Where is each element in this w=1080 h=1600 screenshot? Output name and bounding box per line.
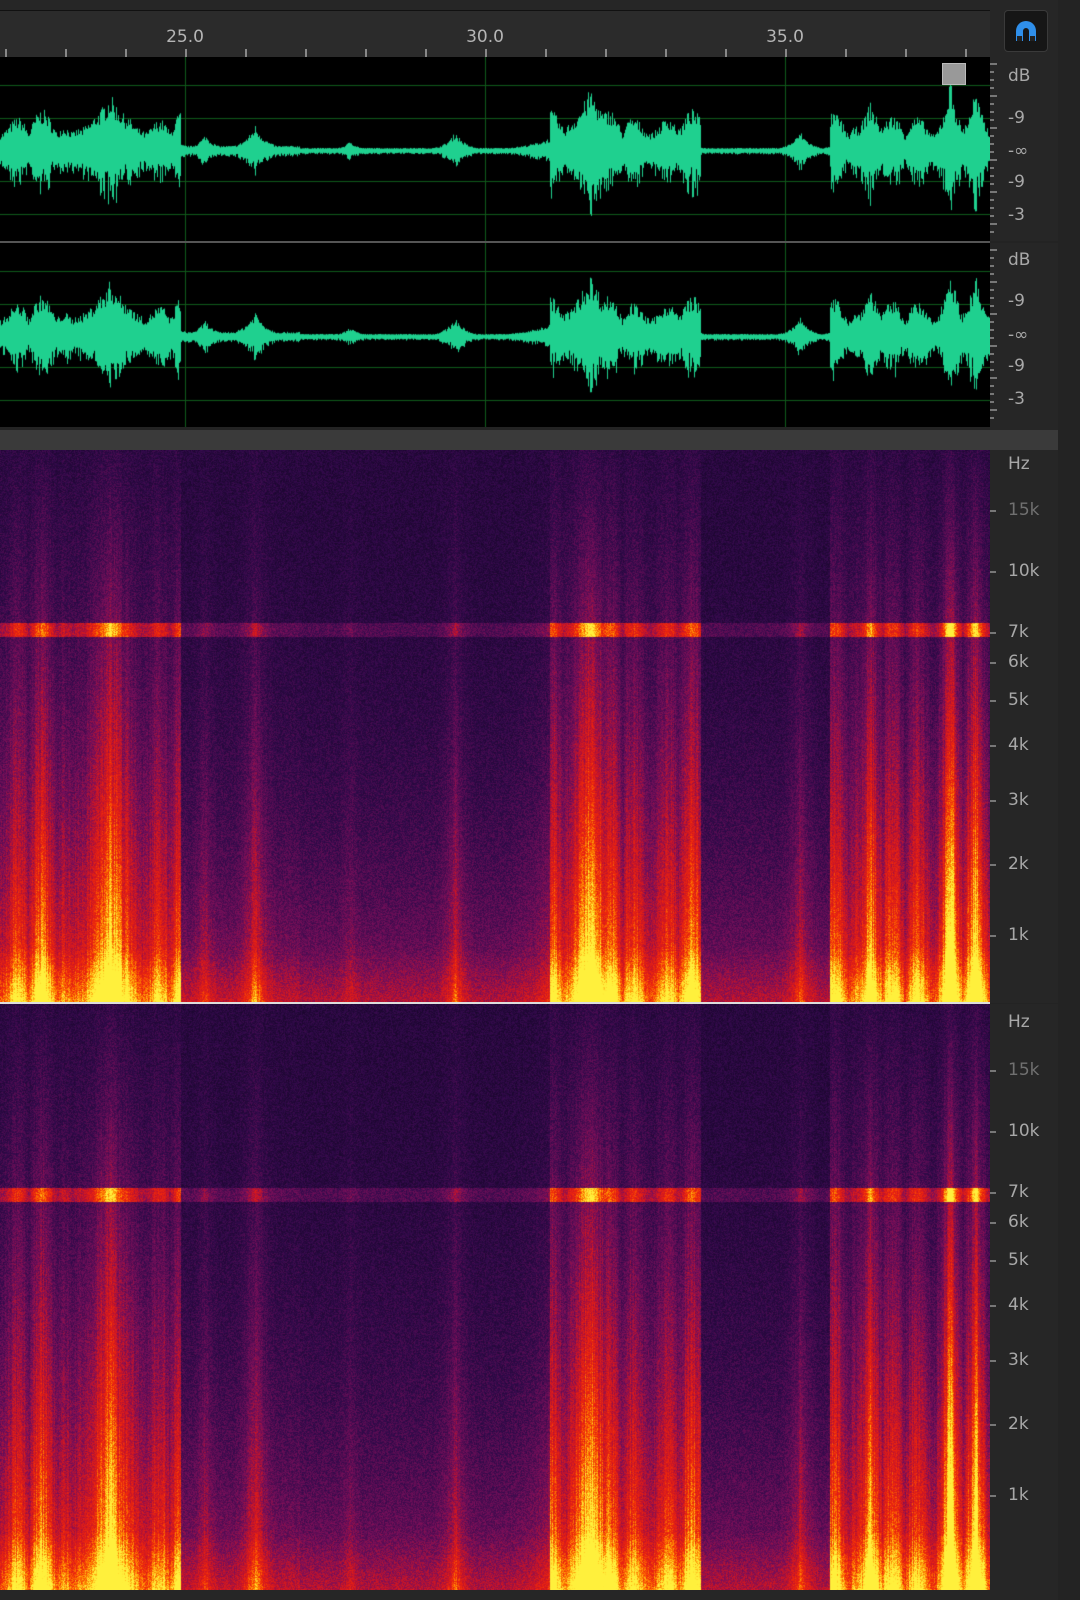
scale-unit: dB: [1008, 250, 1031, 270]
ruler-tick: [365, 49, 367, 57]
channel-divider: [0, 1002, 990, 1004]
scale-unit: Hz: [1008, 1012, 1030, 1032]
scale-label: -9: [1008, 291, 1025, 311]
frequency-label: 15k: [1008, 1060, 1040, 1080]
ruler-tick: [485, 49, 487, 57]
frequency-label: 3k: [1008, 790, 1029, 810]
time-ruler[interactable]: 25.0 30.0 35.0: [0, 0, 1058, 57]
frequency-label: 10k: [1008, 561, 1040, 581]
scale-label: -3: [1008, 205, 1025, 225]
frequency-scale-right: Hz 15k 10k 7k 6k 5k 4k 3k 2k 1k: [990, 1004, 1058, 1590]
ruler-tick: [605, 49, 607, 57]
ruler-tick: [845, 49, 847, 57]
ruler-tick: [545, 49, 547, 57]
frequency-label: 15k: [1008, 500, 1040, 520]
ruler-tick: [185, 49, 187, 57]
spectrogram-channel-left[interactable]: [0, 450, 990, 1002]
ruler-label: 25.0: [166, 27, 204, 47]
frequency-label: 4k: [1008, 1295, 1029, 1315]
frequency-label: 1k: [1008, 925, 1029, 945]
scale-unit: dB: [1008, 66, 1031, 86]
scale-label: -∞: [1008, 325, 1029, 345]
ruler-tick: [785, 49, 787, 57]
frequency-scale-left: Hz 15k 10k 7k 6k 5k 4k 3k 2k 1k: [990, 450, 1058, 1003]
ruler-label: 30.0: [466, 27, 504, 47]
time-ruler-track[interactable]: 25.0 30.0 35.0: [0, 10, 990, 57]
frequency-label: 7k: [1008, 1182, 1029, 1202]
waveform-channel-right[interactable]: [0, 243, 990, 427]
scale-label: -9: [1008, 172, 1025, 192]
snap-button[interactable]: [1004, 10, 1048, 52]
frequency-label: 10k: [1008, 1121, 1040, 1141]
ruler-tick: [965, 49, 967, 57]
ruler-label: 35.0: [766, 27, 804, 47]
ruler-tick: [305, 49, 307, 57]
ruler-tick: [905, 49, 907, 57]
frequency-label: 6k: [1008, 652, 1029, 672]
frequency-label: 2k: [1008, 854, 1029, 874]
frequency-label: 2k: [1008, 1414, 1029, 1434]
spectrogram-channel-right[interactable]: [0, 1004, 990, 1590]
scale-label: -9: [1008, 356, 1025, 376]
amplitude-scale-right: dB -9 -∞ -9 -3: [990, 243, 1058, 430]
ruler-tick: [425, 49, 427, 57]
frequency-label: 5k: [1008, 690, 1029, 710]
magnet-icon: [1016, 21, 1036, 41]
frequency-label: 5k: [1008, 1250, 1029, 1270]
scale-label: -∞: [1008, 141, 1029, 161]
ruler-tick: [245, 49, 247, 57]
ruler-tick: [725, 49, 727, 57]
scale-label: -9: [1008, 108, 1025, 128]
amplitude-scale-left: dB -9 -∞ -9 -3: [990, 57, 1058, 241]
frequency-label: 4k: [1008, 735, 1029, 755]
view-splitter[interactable]: [0, 430, 1058, 450]
ruler-tick: [125, 49, 127, 57]
waveform-channel-left[interactable]: [0, 57, 990, 241]
channel-divider: [0, 241, 990, 243]
scale-label: -3: [1008, 389, 1025, 409]
clip-indicator[interactable]: [942, 63, 966, 85]
ruler-tick: [5, 49, 7, 57]
ruler-tick: [65, 49, 67, 57]
ruler-tick: [665, 49, 667, 57]
frequency-label: 3k: [1008, 1350, 1029, 1370]
frequency-label: 7k: [1008, 622, 1029, 642]
frequency-label: 1k: [1008, 1485, 1029, 1505]
frequency-label: 6k: [1008, 1212, 1029, 1232]
scale-unit: Hz: [1008, 454, 1030, 474]
